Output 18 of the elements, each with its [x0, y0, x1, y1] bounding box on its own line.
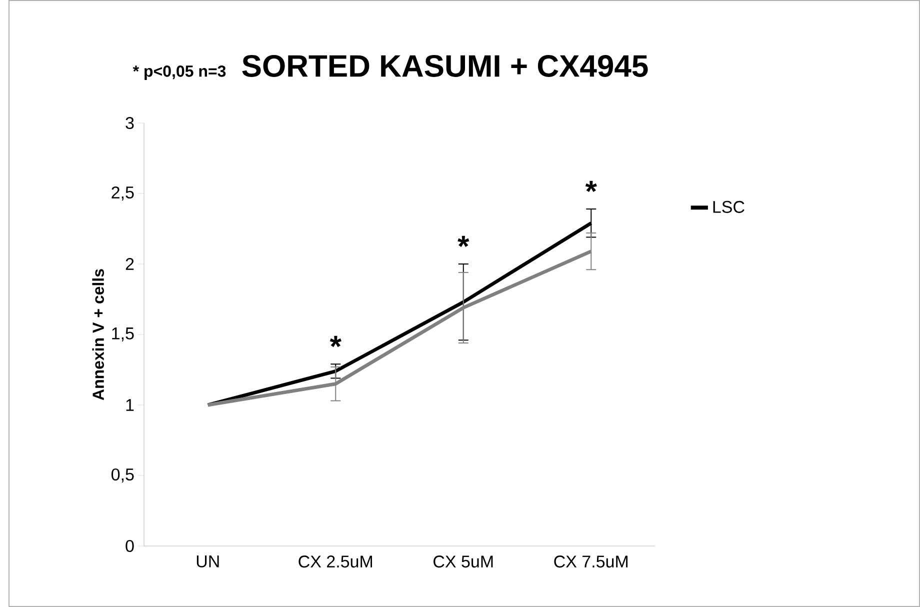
- x-tick-label: CX 7.5uM: [554, 556, 628, 568]
- x-tick-label: CX 2.5uM: [298, 556, 372, 568]
- x-tick-label: CX 5uM: [434, 556, 493, 568]
- y-tick-label: 0,5: [112, 468, 134, 483]
- text: * p<0,05 n=3: [132, 65, 226, 80]
- chart-title: SORTED KASUMI + CX4945: [242, 55, 648, 77]
- y-tick-label: 2: [126, 258, 134, 270]
- y-tick-label: 3: [126, 116, 134, 130]
- y-tick-label: 1: [126, 399, 134, 411]
- y-tick-label: 0: [126, 540, 134, 552]
- annotation: *: [585, 180, 597, 192]
- legend-label: LSC: [713, 200, 744, 213]
- annotation: *: [330, 336, 342, 348]
- x-tick-label: UN: [196, 556, 219, 568]
- y-axis-title: Annexin V + cells: [92, 269, 104, 400]
- y-tick-label: 1,5: [112, 328, 134, 342]
- y-tick-label: 2,5: [112, 186, 134, 201]
- annotation: *: [458, 236, 470, 247]
